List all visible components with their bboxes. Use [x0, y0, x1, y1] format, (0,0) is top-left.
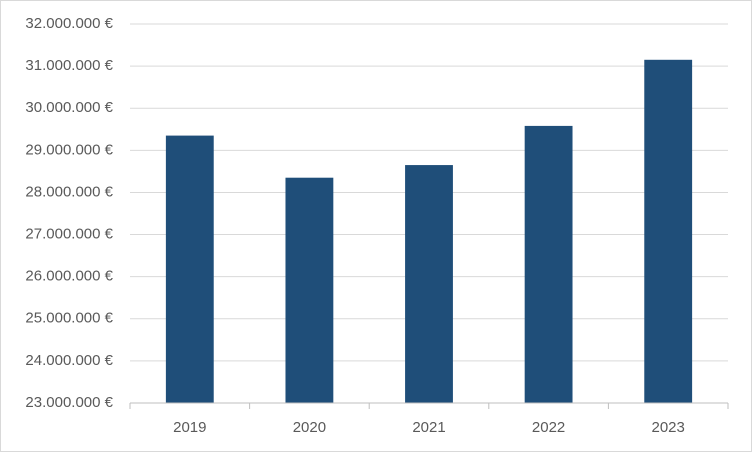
x-tick-label: 2023	[652, 419, 685, 436]
y-tick-label: 23.000.000 €	[25, 394, 113, 411]
y-tick-label: 25.000.000 €	[25, 310, 113, 327]
x-tick-label: 2020	[293, 419, 326, 436]
y-tick-label: 26.000.000 €	[25, 268, 113, 285]
y-tick-label: 30.000.000 €	[25, 99, 113, 116]
bar	[285, 177, 334, 403]
bar	[405, 165, 453, 403]
y-tick-label: 31.000.000 €	[25, 57, 113, 74]
y-tick-label: 28.000.000 €	[25, 183, 113, 200]
y-tick-label: 24.000.000 €	[25, 352, 113, 369]
bar	[644, 59, 693, 404]
bar	[524, 125, 573, 404]
y-tick-label: 29.000.000 €	[25, 141, 113, 158]
x-tick-label: 2022	[532, 419, 565, 436]
y-tick-label: 27.000.000 €	[25, 226, 113, 243]
y-tick-label: 32.000.000 €	[25, 15, 113, 32]
x-tick-label: 2019	[173, 419, 206, 436]
bar	[165, 135, 214, 403]
x-tick-label: 2021	[412, 419, 445, 436]
